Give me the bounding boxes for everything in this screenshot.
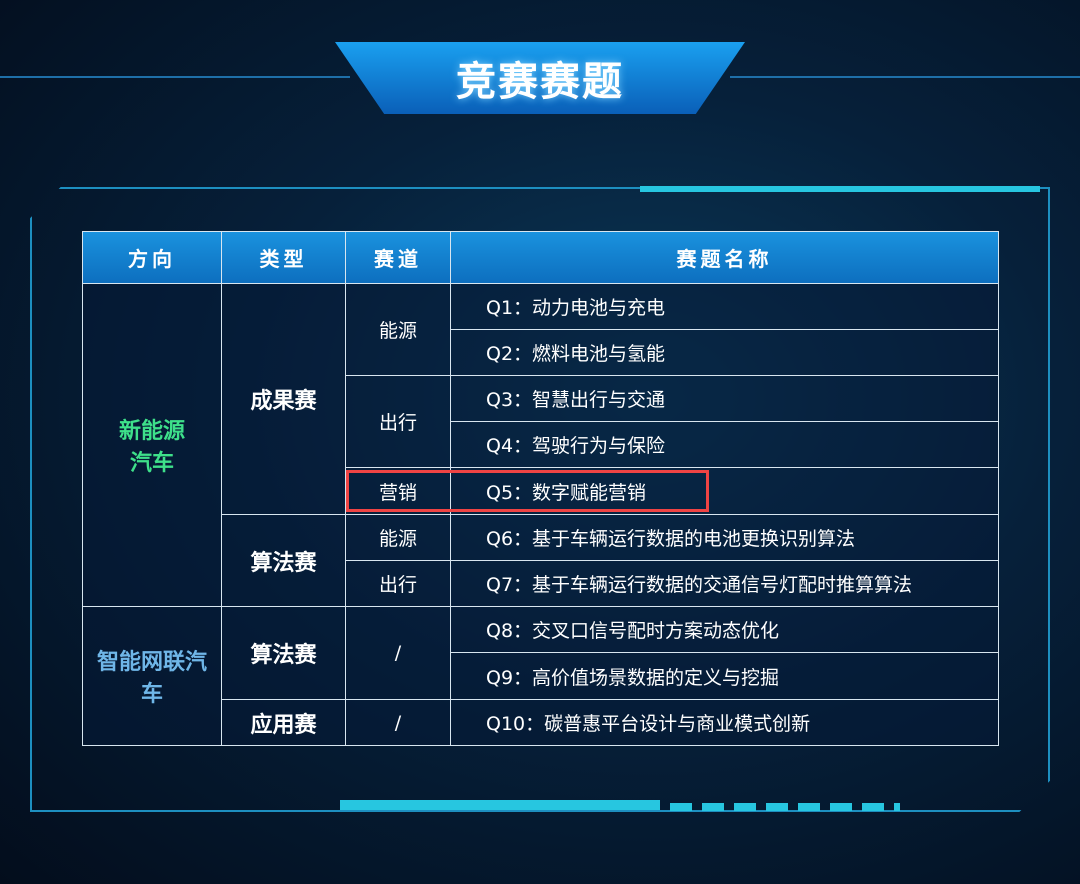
title-banner: 竞赛赛题 <box>335 42 745 114</box>
track-mobility-1: 出行 <box>345 375 451 468</box>
frame-accent-bottom <box>340 800 660 810</box>
track-energy-1: 能源 <box>345 283 451 376</box>
header-direction: 方向 <box>82 231 222 284</box>
frame-accent-top <box>640 186 1040 192</box>
type-algorithm-2: 算法赛 <box>221 606 346 700</box>
topic-row: Q7：基于车辆运行数据的交通信号灯配时推算算法 <box>450 560 999 607</box>
direction-nev: 新能源汽车 <box>82 283 222 607</box>
topic-row: Q5：数字赋能营销 <box>450 467 999 515</box>
content-frame <box>30 187 1050 812</box>
type-achievement: 成果赛 <box>221 283 346 515</box>
topic-row: Q8：交叉口信号配时方案动态优化 <box>450 606 999 653</box>
topic-row: Q1：动力电池与充电 <box>450 283 999 330</box>
track-mobility-2: 出行 <box>345 560 451 607</box>
type-algorithm-1: 算法赛 <box>221 514 346 607</box>
direction-icv: 智能网联汽车 <box>82 606 222 746</box>
topic-row: Q10：碳普惠平台设计与商业模式创新 <box>450 699 999 746</box>
page-title: 竞赛赛题 <box>456 59 624 105</box>
frame-accent-stripes <box>670 803 900 811</box>
header-topic-name: 赛题名称 <box>450 231 999 284</box>
top-left-deco-line <box>0 76 350 78</box>
track-none-1: / <box>345 606 451 700</box>
top-right-deco-line <box>730 76 1080 78</box>
track-none-2: / <box>345 699 451 746</box>
topic-row: Q4：驾驶行为与保险 <box>450 421 999 468</box>
topic-row: Q3：智慧出行与交通 <box>450 375 999 422</box>
topic-row: Q6：基于车辆运行数据的电池更换识别算法 <box>450 514 999 561</box>
highlight-box <box>346 470 709 512</box>
track-energy-2: 能源 <box>345 514 451 561</box>
type-application: 应用赛 <box>221 699 346 746</box>
topic-row: Q9：高价值场景数据的定义与挖掘 <box>450 652 999 700</box>
topic-row: Q2：燃料电池与氢能 <box>450 329 999 376</box>
header-track: 赛道 <box>345 231 451 284</box>
header-type: 类型 <box>221 231 346 284</box>
